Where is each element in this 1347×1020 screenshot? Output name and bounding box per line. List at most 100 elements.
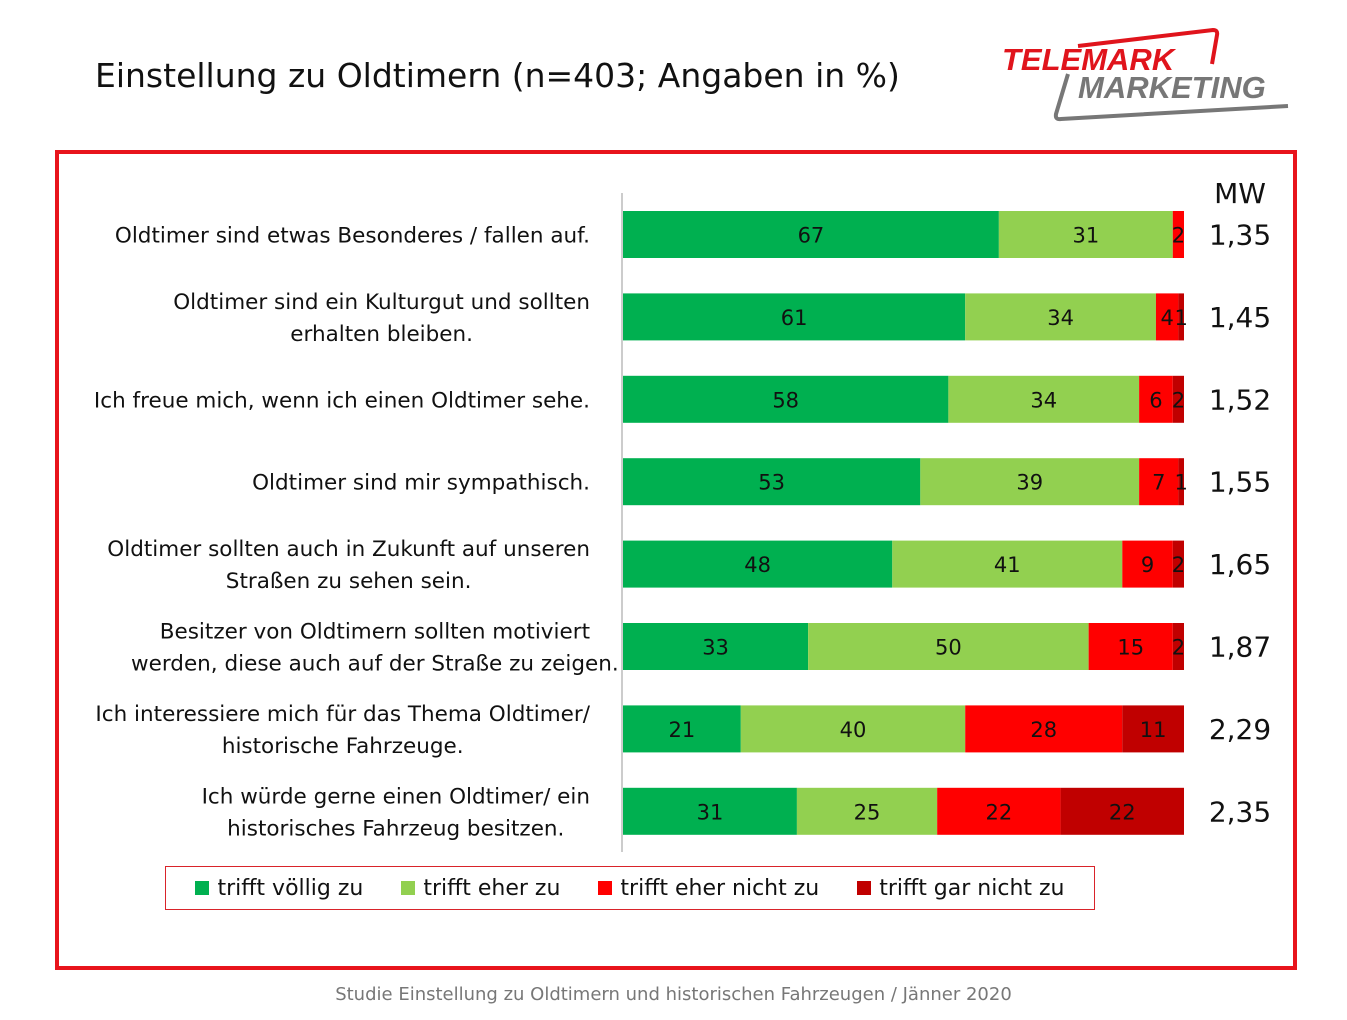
bar-segment [796, 787, 938, 835]
chart-legend: trifft völlig zu trifft eher zu trifft ehe… [165, 866, 1095, 910]
bar-segment [1088, 623, 1173, 670]
data-label: 31 [697, 800, 724, 824]
data-label: 61 [781, 306, 808, 330]
bar-segment [623, 458, 921, 506]
category-label: historische Fahrzeuge. [222, 734, 464, 759]
bar-segment [808, 623, 1089, 670]
bar-segment [1139, 458, 1179, 506]
mw-value: 1,87 [1209, 631, 1271, 664]
legend-swatch [401, 881, 416, 895]
bar-segment [623, 787, 797, 835]
bar-segment [1178, 458, 1184, 506]
data-label: 40 [840, 718, 867, 742]
mw-header: MW [1214, 177, 1266, 210]
bar-segment [948, 375, 1140, 423]
category-label: Oldtimer sind mir sympathisch. [252, 471, 590, 496]
logo-text-marketing: MARKETING [1078, 70, 1266, 105]
data-label: 31 [1072, 224, 1099, 248]
data-label: 50 [935, 636, 962, 660]
legend-item: trifft völlig zu [195, 876, 363, 901]
bar-segment [623, 540, 893, 588]
bar-segment [740, 705, 966, 753]
data-label: 15 [1117, 636, 1144, 660]
bar-segment [1060, 787, 1184, 835]
bar-segment [1178, 293, 1184, 341]
bar-segment [623, 293, 966, 341]
data-label: 21 [669, 718, 696, 742]
mw-value: 1,35 [1209, 219, 1271, 252]
mw-value: 2,35 [1209, 795, 1271, 828]
category-label: Oldtimer sind etwas Besonderes / fallen … [115, 224, 590, 249]
data-label: 22 [1109, 800, 1136, 824]
mw-value: 2,29 [1209, 713, 1271, 746]
bar-segment [1172, 540, 1184, 588]
bar-segment [1122, 540, 1173, 588]
bar-segment [623, 375, 949, 423]
data-label: 48 [744, 553, 771, 577]
legend-swatch [857, 881, 872, 895]
telemark-marketing-logo: TELEMARK MARKETING [1002, 27, 1289, 122]
bar-segment [1172, 211, 1184, 258]
mw-value: 1,45 [1209, 301, 1271, 334]
data-label: 11 [1140, 718, 1167, 742]
data-label: 67 [798, 224, 825, 248]
bar-segment [1172, 623, 1184, 670]
data-label: 53 [758, 471, 785, 495]
bar-segment [1172, 375, 1184, 423]
data-label: 2 [1172, 553, 1185, 577]
data-label: 41 [994, 553, 1021, 577]
bar-segment [623, 705, 741, 753]
data-label: 28 [1030, 718, 1057, 742]
legend-item: trifft gar nicht zu [857, 875, 1065, 901]
logo-text-telemark: TELEMARK [1002, 42, 1177, 77]
bar-segment [1122, 705, 1184, 753]
data-label: 9 [1141, 553, 1154, 577]
data-label: 6 [1149, 388, 1162, 412]
bar-segment [623, 211, 999, 258]
category-label: Straßen zu sehen sein. [226, 569, 472, 594]
bar-segment [937, 787, 1061, 835]
page-title: Einstellung zu Oldtimern (n=403; Angaben… [95, 56, 900, 95]
category-label: erhalten bleiben. [290, 322, 473, 347]
bar-segment [998, 211, 1173, 258]
mw-value: 1,55 [1209, 466, 1271, 499]
bar-segment [1139, 375, 1173, 423]
data-label: 1 [1175, 306, 1188, 330]
data-label: 34 [1047, 306, 1074, 330]
data-label: 1 [1175, 471, 1188, 495]
category-label: historisches Fahrzeug besitzen. [227, 816, 564, 841]
category-label: Oldtimer sind ein Kulturgut und sollten [173, 290, 590, 315]
data-label: 7 [1152, 471, 1165, 495]
legend-label: trifft völlig zu [217, 875, 364, 901]
data-label: 33 [702, 636, 729, 660]
category-label: Ich freue mich, wenn ich einen Oldtimer … [94, 388, 590, 413]
legend-swatch [598, 881, 613, 895]
data-label: 22 [986, 800, 1013, 824]
data-label: 34 [1030, 388, 1057, 412]
category-label: werden, diese auch auf der Straße zu zei… [131, 652, 619, 677]
data-label: 39 [1016, 471, 1043, 495]
data-label: 25 [854, 800, 881, 824]
bar-segment [965, 705, 1123, 753]
data-label: 58 [772, 388, 799, 412]
bar-segment [623, 623, 809, 670]
bar-segment [892, 540, 1123, 588]
data-label: 4 [1160, 306, 1173, 330]
legend-item: trifft eher zu [401, 876, 560, 901]
data-label: 2 [1172, 388, 1185, 412]
mw-value: 1,65 [1209, 548, 1271, 581]
category-label: Ich interessiere mich für das Thema Oldt… [95, 702, 590, 727]
legend-label: trifft gar nicht zu [879, 875, 1065, 901]
category-label: Ich würde gerne einen Oldtimer/ ein [202, 784, 590, 809]
legend-label: trifft eher zu [423, 875, 561, 901]
bar-segment [965, 293, 1156, 341]
category-label: Besitzer von Oldtimern sollten motiviert [160, 620, 590, 645]
data-label: 2 [1172, 636, 1185, 660]
bar-segment [1155, 293, 1179, 341]
data-label: 2 [1172, 224, 1185, 248]
category-label: Oldtimer sollten auch in Zukunft auf uns… [107, 537, 590, 562]
legend-label: trifft eher nicht zu [620, 875, 820, 901]
chart-frame [55, 150, 1297, 970]
bar-segment [920, 458, 1140, 506]
